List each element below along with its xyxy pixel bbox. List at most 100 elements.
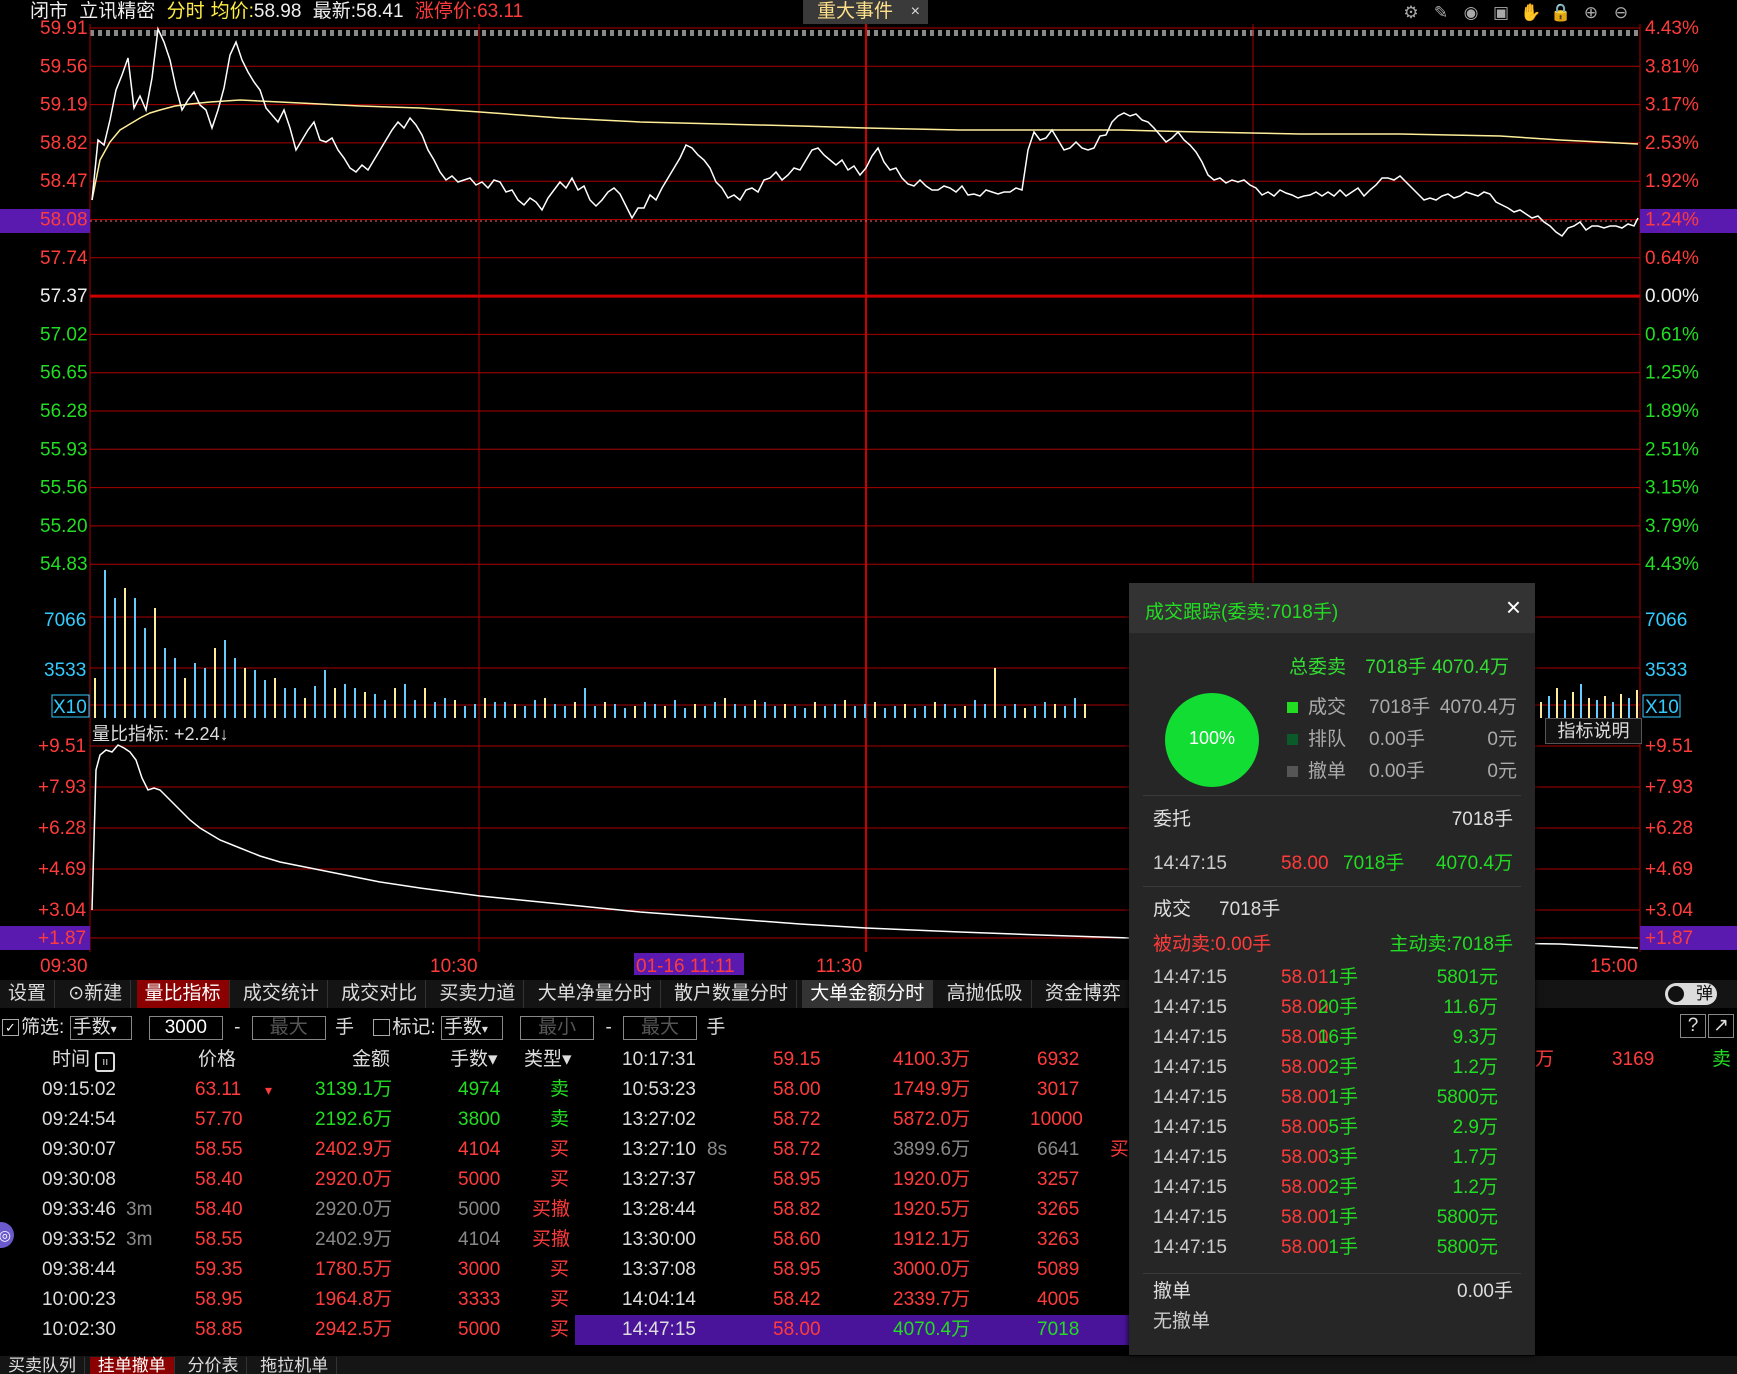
table-row[interactable]: 13:30:00 58.60 1912.1万 3263 — [575, 1225, 1130, 1255]
volume-bar — [994, 668, 996, 718]
volume-bar — [644, 702, 646, 718]
gear-icon[interactable]: ⚙ — [1403, 3, 1419, 22]
tab-fund-game[interactable]: 资金博弈 — [1037, 980, 1130, 1008]
mark-checkbox[interactable] — [373, 1019, 391, 1037]
tab-big-net-volume[interactable]: 大单净量分时 — [530, 980, 661, 1008]
cell-amount: 3000.0万 — [893, 1259, 971, 1280]
mark-max-input[interactable]: 最大 — [623, 1015, 698, 1040]
table-row[interactable]: 13:27:02 58.72 5872.0万 10000 — [575, 1105, 1130, 1135]
filter-checkbox[interactable]: ✓ — [2, 1019, 19, 1037]
mark-min-input[interactable]: 最小 — [520, 1015, 595, 1040]
cell-price: 58.95 — [773, 1169, 821, 1190]
time-tick: 10:30 — [430, 956, 478, 975]
volume-bar — [144, 628, 146, 718]
cell-amount: 2339.7万 — [893, 1289, 971, 1310]
col-amount-header[interactable]: 金额 — [352, 1049, 391, 1070]
close-icon[interactable]: × — [910, 3, 920, 20]
volume-bar — [1636, 690, 1638, 718]
table-row[interactable]: 10:02:30 58.85 2942.5万 5000 买 — [0, 1315, 575, 1345]
table-row[interactable]: 13:27:37 58.95 1920.0万 3257 — [575, 1165, 1130, 1195]
tab-price-table[interactable]: 分价表 — [179, 1357, 248, 1374]
tab-big-amount[interactable]: 大单金额分时 — [802, 980, 934, 1008]
table-row[interactable]: 09:33:52 3m 58.55 2402.9万 4104 买撤 — [0, 1225, 575, 1255]
table-row[interactable]: 14:04:14 58.42 2339.7万 4005 — [575, 1285, 1130, 1315]
tab-volume-ratio[interactable]: 量比指标 — [136, 980, 230, 1008]
volume-bar — [374, 694, 376, 718]
order-row: 14:47:15 58.00 7018手 4070.4万 — [1153, 849, 1513, 879]
table-row[interactable]: 09:33:46 3m 58.40 2920.0万 5000 买撤 — [0, 1195, 575, 1225]
volume-bar — [654, 704, 656, 718]
deal-header-row: 成交 7018手 — [1153, 895, 1513, 925]
max-lots-input[interactable]: 最大 — [251, 1015, 326, 1040]
tab-deal-compare[interactable]: 成交对比 — [333, 980, 427, 1008]
deal-lots: 1手 — [1328, 1237, 1358, 1258]
price-tick: 58.47 — [40, 171, 88, 192]
tab-tractor-orders[interactable]: 拖拉机单 — [252, 1357, 338, 1374]
cell-amount: 1749.9万 — [893, 1079, 971, 1100]
table-row[interactable]: 10:53:23 58.00 1749.9万 3017 — [575, 1075, 1130, 1105]
table-row[interactable]: 13:28:44 58.82 1920.5万 3265 — [575, 1195, 1130, 1225]
table-row[interactable]: 13:37:08 58.95 3000.0万 5089 — [575, 1255, 1130, 1285]
mark-unit-select[interactable]: 手数▾ — [440, 1015, 503, 1040]
table-row[interactable]: 09:24:54 57.70 2192.6万 3800 卖 — [0, 1105, 575, 1135]
cell-type: 买撤 — [532, 1229, 571, 1250]
ratio-tick: +4.69 — [38, 859, 86, 880]
box-icon[interactable]: ▣ — [1492, 3, 1510, 22]
volume-bar — [354, 688, 356, 718]
deal-time: 14:47:15 — [1153, 967, 1227, 988]
eye-icon[interactable]: ◉ — [1463, 3, 1479, 22]
tab-settings[interactable]: 设置 — [0, 980, 56, 1008]
deal-time: 14:47:15 — [1153, 1087, 1227, 1108]
tab-new[interactable]: ⊙ 新建 — [60, 980, 132, 1008]
volume-bar — [274, 678, 276, 718]
table-row[interactable]: 09:15:02 63.11 ▾ 3139.1万 4974 卖 — [0, 1075, 575, 1105]
volume-bar — [964, 706, 966, 718]
cell-time: 09:33:46 — [42, 1199, 116, 1220]
col-lots-header[interactable]: 手数▾ — [450, 1049, 498, 1070]
cell-type: 买 — [550, 1259, 570, 1280]
table-row[interactable]: 09:30:07 58.55 2402.9万 4104 买 — [0, 1135, 575, 1165]
tab-order-cancel[interactable]: 挂单撤单 — [89, 1357, 175, 1374]
table-row[interactable]: 09:38:44 59.35 1780.5万 3000 买 — [0, 1255, 575, 1285]
tab-buy-sell-force[interactable]: 买卖力道 — [431, 980, 525, 1008]
col-price-header[interactable]: 价格 — [198, 1049, 237, 1070]
lock-icon[interactable]: 🔒 — [1550, 3, 1572, 22]
volume-bar — [314, 686, 316, 718]
table-row[interactable]: 10:17:31 59.15 4100.3万 6932 — [575, 1045, 1130, 1075]
popup-title-bar: 成交跟踪(委卖:7018手) × — [1129, 583, 1535, 633]
hand-icon[interactable]: ✋ — [1520, 3, 1542, 22]
col-type-header[interactable]: 类型▾ — [524, 1049, 572, 1070]
filter-unit-select[interactable]: 手数▾ — [69, 1015, 132, 1040]
table-row[interactable]: 09:30:08 58.40 2920.0万 5000 买 — [0, 1165, 575, 1195]
volume-bar — [824, 706, 826, 718]
table-row[interactable]: 13:27:10 8s 58.72 3899.6万 6641 买 — [575, 1135, 1130, 1165]
table-row[interactable]: 14:47:15 58.00 4070.4万 7018 — [575, 1315, 1130, 1345]
col-time-header[interactable]: 时间 ıı — [52, 1045, 116, 1075]
order-total: 7018手 — [1451, 809, 1513, 830]
volume-bar — [944, 704, 946, 718]
filter-label: 筛选: — [21, 1017, 65, 1038]
close-icon[interactable]: × — [1505, 592, 1521, 622]
pen-icon[interactable]: ✎ — [1433, 3, 1449, 22]
volume-bar — [694, 704, 696, 718]
expand-icon[interactable]: ↗ — [1708, 1014, 1734, 1038]
popup-toggle[interactable]: 弹 — [1665, 983, 1717, 1005]
side-float-icon[interactable]: ◎ — [0, 1222, 14, 1248]
volume-bar — [164, 648, 166, 718]
table-row[interactable]: 10:00:23 58.95 1964.8万 3333 买 — [0, 1285, 575, 1315]
help-button[interactable]: ? — [1680, 1014, 1706, 1038]
tab-retail-count[interactable]: 散户数量分时 — [666, 980, 798, 1008]
tab-high-low[interactable]: 高抛低吸 — [939, 980, 1032, 1008]
intraday-chart[interactable]: 59.91 4.43% 59.56 3.81% 59.19 3.17% 58.82 2.53%… — [0, 0, 1737, 975]
cell-price: 58.55 — [195, 1139, 243, 1160]
major-events-button[interactable]: 重大事件 × — [803, 0, 928, 24]
divider — [1143, 795, 1521, 796]
min-lots-input[interactable]: 3000 — [148, 1015, 223, 1040]
order-header-row: 委托 7018手 — [1153, 805, 1513, 835]
zoom-in-icon[interactable]: ⊕ — [1583, 3, 1599, 22]
zoom-out-icon[interactable]: ⊖ — [1613, 3, 1629, 22]
cell-time: 10:17:31 — [622, 1049, 696, 1070]
tab-deal-stats[interactable]: 成交统计 — [235, 980, 328, 1008]
tab-order-queue[interactable]: 买卖队列 — [0, 1357, 85, 1374]
indicator-explain-button[interactable]: 指标说明 — [1545, 718, 1642, 744]
